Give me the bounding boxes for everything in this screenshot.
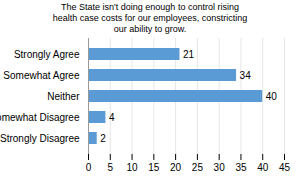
svg-text:2: 2: [100, 133, 106, 144]
svg-text:Strongly Agree: Strongly Agree: [14, 49, 80, 60]
svg-text:21: 21: [183, 49, 195, 60]
svg-text:40: 40: [266, 91, 278, 102]
svg-text:30: 30: [214, 162, 226, 173]
svg-text:20: 20: [170, 162, 182, 173]
svg-text:25: 25: [192, 162, 204, 173]
svg-text:Somewhat Agree: Somewhat Agree: [3, 70, 80, 81]
svg-text:45: 45: [279, 162, 291, 173]
svg-text:Neither: Neither: [47, 91, 80, 102]
svg-text:4: 4: [109, 112, 115, 123]
svg-text:Somewhat Disagree: Somewhat Disagree: [0, 112, 80, 123]
html-text:The State isn't doing enough t: The State isn't doing enough to control …: [52, 2, 248, 34]
svg-text:Strongly Disagree: Strongly Disagree: [0, 133, 80, 144]
svg-text:15: 15: [148, 162, 160, 173]
svg-text:35: 35: [235, 162, 247, 173]
svg-text:34: 34: [240, 70, 252, 81]
svg-text:0: 0: [86, 162, 92, 173]
svg-text:10: 10: [126, 162, 138, 173]
svg-text:5: 5: [107, 162, 113, 173]
svg-text:40: 40: [257, 162, 269, 173]
